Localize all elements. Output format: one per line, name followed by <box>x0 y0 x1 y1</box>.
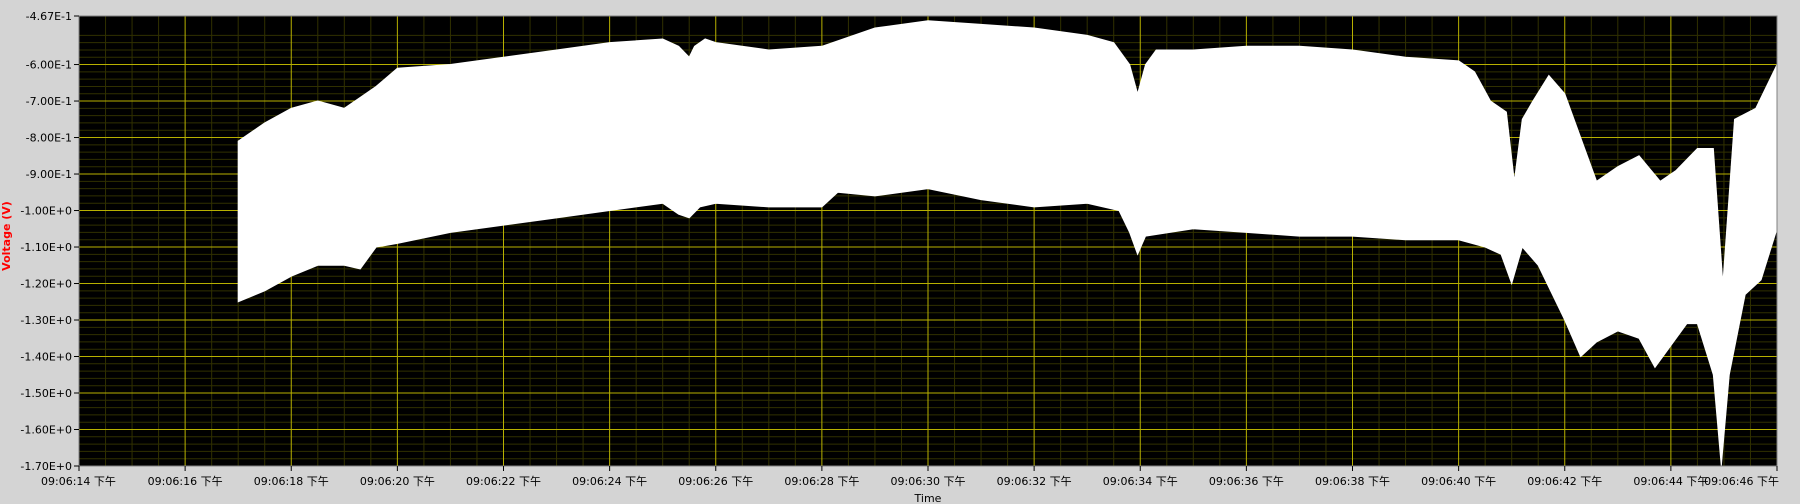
x-tick-label: 09:06:44 下午 <box>1633 475 1708 488</box>
x-tick-label: 09:06:40 下午 <box>1421 475 1496 488</box>
y-tick-label: -1.40E+0 <box>20 351 72 364</box>
y-tick-label: -1.20E+0 <box>20 278 72 291</box>
y-tick-label: -4.67E-1 <box>26 10 72 23</box>
y-tick-label: -8.00E-1 <box>26 132 72 145</box>
y-tick-label: -1.50E+0 <box>20 387 72 400</box>
x-tick-label: 09:06:18 下午 <box>254 475 329 488</box>
x-axis-label: Time <box>914 492 942 504</box>
y-axis-label: Voltage (V) <box>0 201 13 271</box>
y-tick-label: -1.00E+0 <box>20 205 72 218</box>
y-tick-label: -7.00E-1 <box>26 95 72 108</box>
x-tick-label: 09:06:16 下午 <box>148 475 223 488</box>
axis-layer <box>74 15 1778 471</box>
x-tick-label: 09:06:14 下午 <box>41 475 116 488</box>
x-tick-label: 09:06:46 下午 <box>1704 475 1779 488</box>
x-tick-label: 09:06:26 下午 <box>678 475 753 488</box>
x-tick-label: 09:06:22 下午 <box>466 475 541 488</box>
x-tick-label: 09:06:34 下午 <box>1103 475 1178 488</box>
y-tick-label: -1.10E+0 <box>20 241 72 254</box>
x-tick-label: 09:06:32 下午 <box>997 475 1072 488</box>
y-tick-label: -1.60E+0 <box>20 424 72 437</box>
x-tick-label: 09:06:24 下午 <box>572 475 647 488</box>
y-tick-label: -1.30E+0 <box>20 314 72 327</box>
labels-layer: -4.67E-1 -6.00E-1 -7.00E-1 -8.00E-1 -9.00E-1… <box>0 10 1779 504</box>
x-tick-label: 09:06:28 下午 <box>784 475 859 488</box>
x-tick-label: 09:06:42 下午 <box>1527 475 1602 488</box>
y-tick-label: -1.70E+0 <box>20 460 72 473</box>
x-tick-label: 09:06:30 下午 <box>891 475 966 488</box>
y-tick-label: -9.00E-1 <box>26 168 72 181</box>
x-tick-label: 09:06:38 下午 <box>1315 475 1390 488</box>
y-tick-label: -6.00E-1 <box>26 59 72 72</box>
x-tick-label: 09:06:36 下午 <box>1209 475 1284 488</box>
x-tick-label: 09:06:20 下午 <box>360 475 435 488</box>
